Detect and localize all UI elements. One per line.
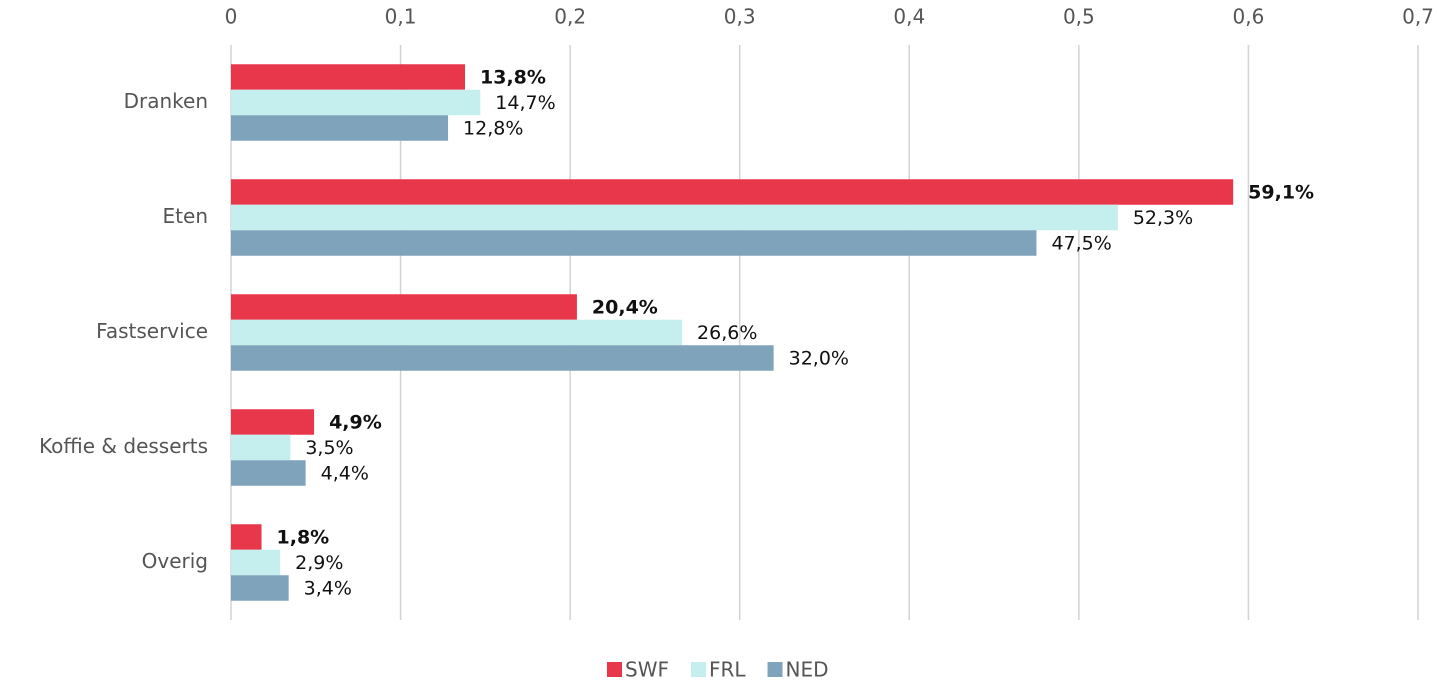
bar (231, 230, 1037, 256)
legend-label: FRL (709, 658, 746, 682)
legend-swatch (690, 662, 706, 677)
data-label: 1,8% (277, 527, 330, 549)
bar (231, 409, 315, 435)
bar (231, 64, 466, 90)
bar (231, 434, 291, 461)
category-label: Fastservice (96, 319, 208, 343)
data-label: 59,1% (1248, 182, 1314, 204)
data-label: 12,8% (463, 118, 523, 140)
data-label: 4,9% (329, 412, 382, 434)
x-tick-label: 0,4 (893, 5, 925, 29)
bar (231, 204, 1118, 231)
bar (231, 460, 306, 486)
data-label: 3,5% (305, 437, 353, 459)
x-tick-label: 0,2 (554, 5, 586, 29)
x-tick-label: 0 (225, 5, 238, 29)
category-label: Eten (163, 204, 208, 228)
x-tick-label: 0,7 (1402, 5, 1434, 29)
category-label: Overig (142, 549, 208, 573)
data-label: 14,7% (495, 92, 555, 114)
bar (231, 115, 449, 141)
bar (231, 179, 1234, 205)
bar (231, 319, 683, 346)
data-label: 3,4% (304, 578, 352, 600)
x-tick-label: 0,6 (1233, 5, 1265, 29)
data-label: 32,0% (789, 348, 849, 370)
data-label: 47,5% (1051, 233, 1111, 255)
bar (231, 294, 577, 320)
bar (231, 345, 774, 371)
x-tick-label: 0,1 (385, 5, 417, 29)
legend-label: SWF (625, 658, 669, 682)
x-tick-label: 0,5 (1063, 5, 1095, 29)
legend-label: NED (786, 658, 829, 682)
category-label: Koffie & desserts (39, 434, 208, 458)
data-label: 13,8% (480, 67, 546, 89)
bar (231, 549, 281, 576)
data-label: 4,4% (321, 463, 369, 485)
data-label: 52,3% (1133, 207, 1193, 229)
data-label: 20,4% (592, 297, 658, 319)
bar (231, 89, 481, 116)
data-label: 2,9% (295, 552, 343, 574)
category-label: Dranken (124, 89, 208, 113)
data-label: 26,6% (697, 322, 757, 344)
legend-swatch (767, 662, 783, 677)
x-tick-label: 0,3 (724, 5, 756, 29)
bar (231, 575, 289, 601)
legend-swatch (607, 662, 622, 677)
bar (231, 524, 262, 550)
